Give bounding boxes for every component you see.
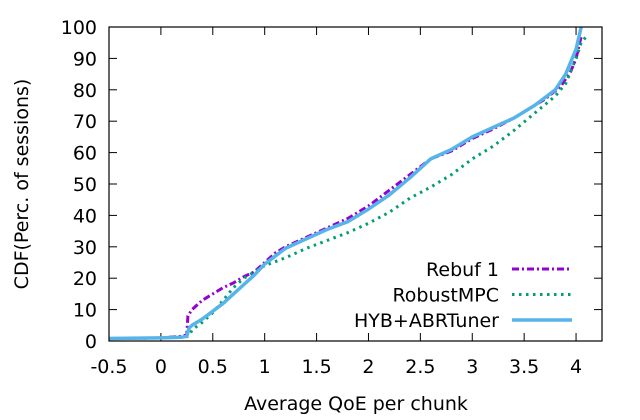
x-axis-label: Average QoE per chunk: [244, 393, 468, 415]
plot-frame: [108, 26, 603, 342]
y-tick-label: 20: [73, 268, 97, 290]
y-tick-label: 10: [73, 300, 97, 322]
series-line-hyb-abrtuner: [108, 26, 583, 341]
x-tick-label: -0.5: [90, 356, 127, 378]
x-tick-label: 4: [570, 356, 582, 378]
y-tick-label: 40: [73, 205, 97, 227]
y-tick-labels: 0 10 20 30 40 50 60 70 80 90 100: [61, 17, 97, 353]
y-tick-label: 60: [73, 143, 97, 165]
y-tick-label: 30: [73, 237, 97, 259]
series-lines: [108, 26, 588, 341]
x-tick-label: 3: [466, 356, 478, 378]
y-tick-label: 50: [73, 174, 97, 196]
legend: Rebuf 1 RobustMPC HYB+ABRTuner: [354, 259, 572, 332]
x-tick-label: 2.5: [405, 356, 435, 378]
y-axis-label: CDF(Perc. of sessions): [11, 79, 33, 290]
y-tick-label: 70: [73, 111, 97, 133]
x-tick-label: 1: [259, 356, 271, 378]
legend-label: HYB+ABRTuner: [354, 310, 499, 332]
y-tick-label: 100: [61, 17, 97, 39]
x-tick-labels: -0.5 0 0.5 1 1.5 2 2.5 3 3.5 4: [90, 356, 582, 378]
y-tick-label: 0: [85, 331, 97, 353]
y-tick-label: 90: [73, 48, 97, 70]
x-tick-label: 0.5: [198, 356, 228, 378]
x-tick-label: 1.5: [301, 356, 331, 378]
x-tick-label: 2: [362, 356, 374, 378]
series-line-rebuf-1: [108, 36, 583, 340]
y-tick-label: 80: [73, 80, 97, 102]
legend-label: RobustMPC: [392, 285, 499, 307]
series-line-robustmpc: [108, 35, 588, 340]
x-tick-label: 3.5: [509, 356, 539, 378]
x-tick-label: 0: [155, 356, 167, 378]
legend-label: Rebuf 1: [426, 259, 499, 281]
